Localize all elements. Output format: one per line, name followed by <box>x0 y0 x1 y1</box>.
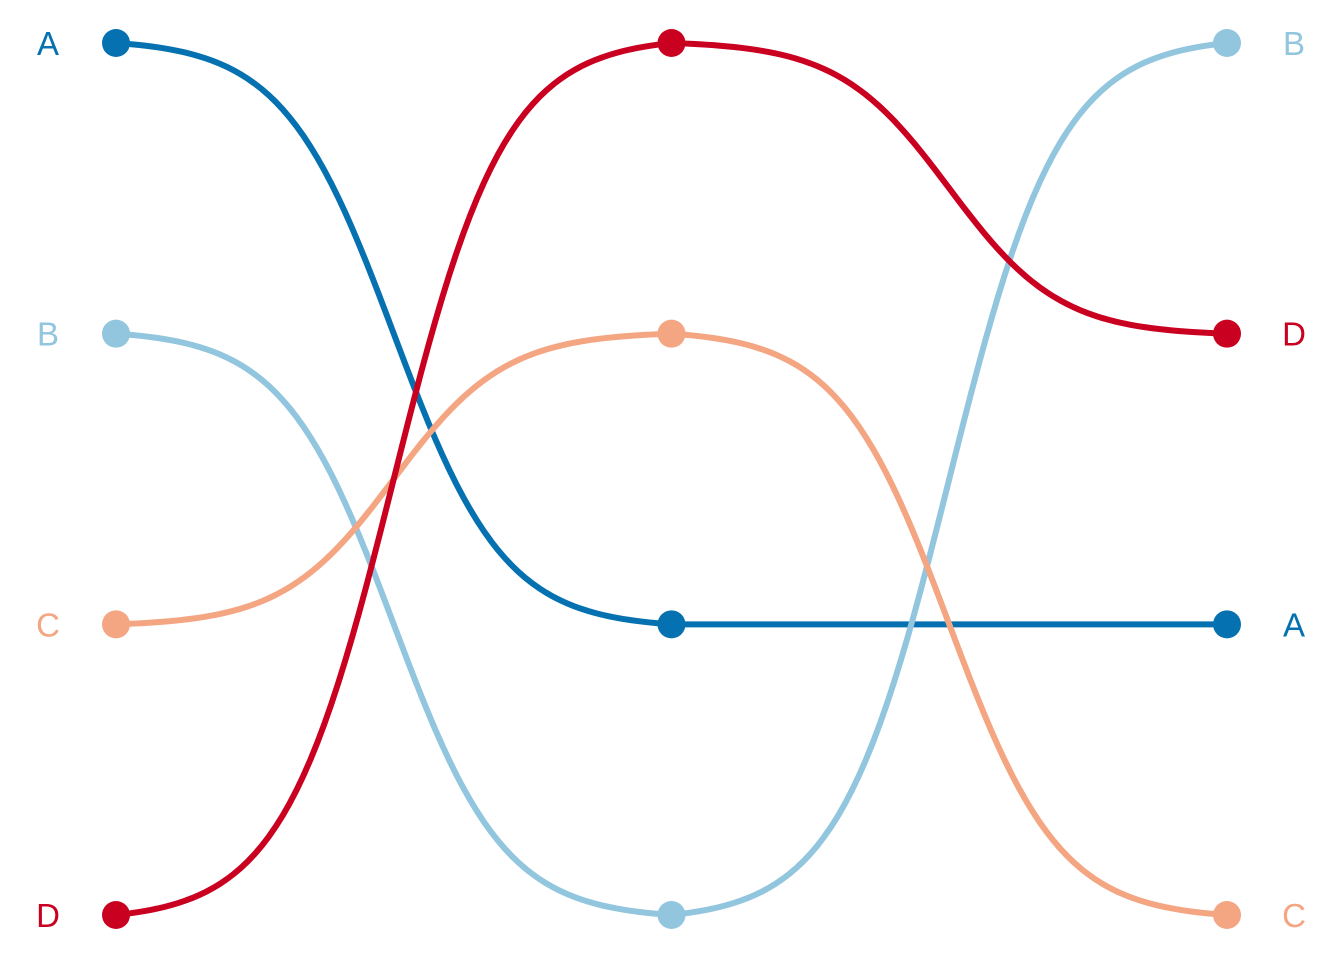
point-b-x2 <box>657 901 686 929</box>
right-label-c: C <box>1282 897 1306 934</box>
right-label-a: A <box>1283 606 1305 643</box>
point-d-x3 <box>1213 319 1241 348</box>
point-a-x3 <box>1213 610 1241 639</box>
left-label-d: D <box>36 897 60 934</box>
series-line-d-segment-1 <box>113 40 675 918</box>
left-label-c: C <box>36 606 60 643</box>
series-line-a-segment-1 <box>113 40 675 628</box>
series-line-d-segment-2 <box>668 40 1230 337</box>
rank-labels: A A B B C C D D <box>36 25 1306 934</box>
point-c-x3 <box>1213 901 1241 929</box>
point-a-x2 <box>657 610 686 639</box>
left-label-b: B <box>37 316 59 353</box>
point-b-x1 <box>102 319 130 348</box>
series-line-b-segment-2 <box>668 40 1230 918</box>
series-line-c-segment-2 <box>668 330 1230 918</box>
point-b-x3 <box>1213 29 1241 57</box>
series-points <box>102 29 1241 929</box>
point-d-x1 <box>102 901 130 929</box>
series-line-b-segment-1 <box>113 330 675 918</box>
right-label-b: B <box>1283 25 1305 62</box>
series-lines <box>113 40 1230 918</box>
left-label-a: A <box>37 25 59 62</box>
right-label-d: D <box>1282 316 1306 353</box>
point-a-x1 <box>102 29 130 57</box>
point-d-x2 <box>657 29 686 57</box>
point-c-x1 <box>102 610 130 639</box>
point-c-x2 <box>657 319 686 348</box>
